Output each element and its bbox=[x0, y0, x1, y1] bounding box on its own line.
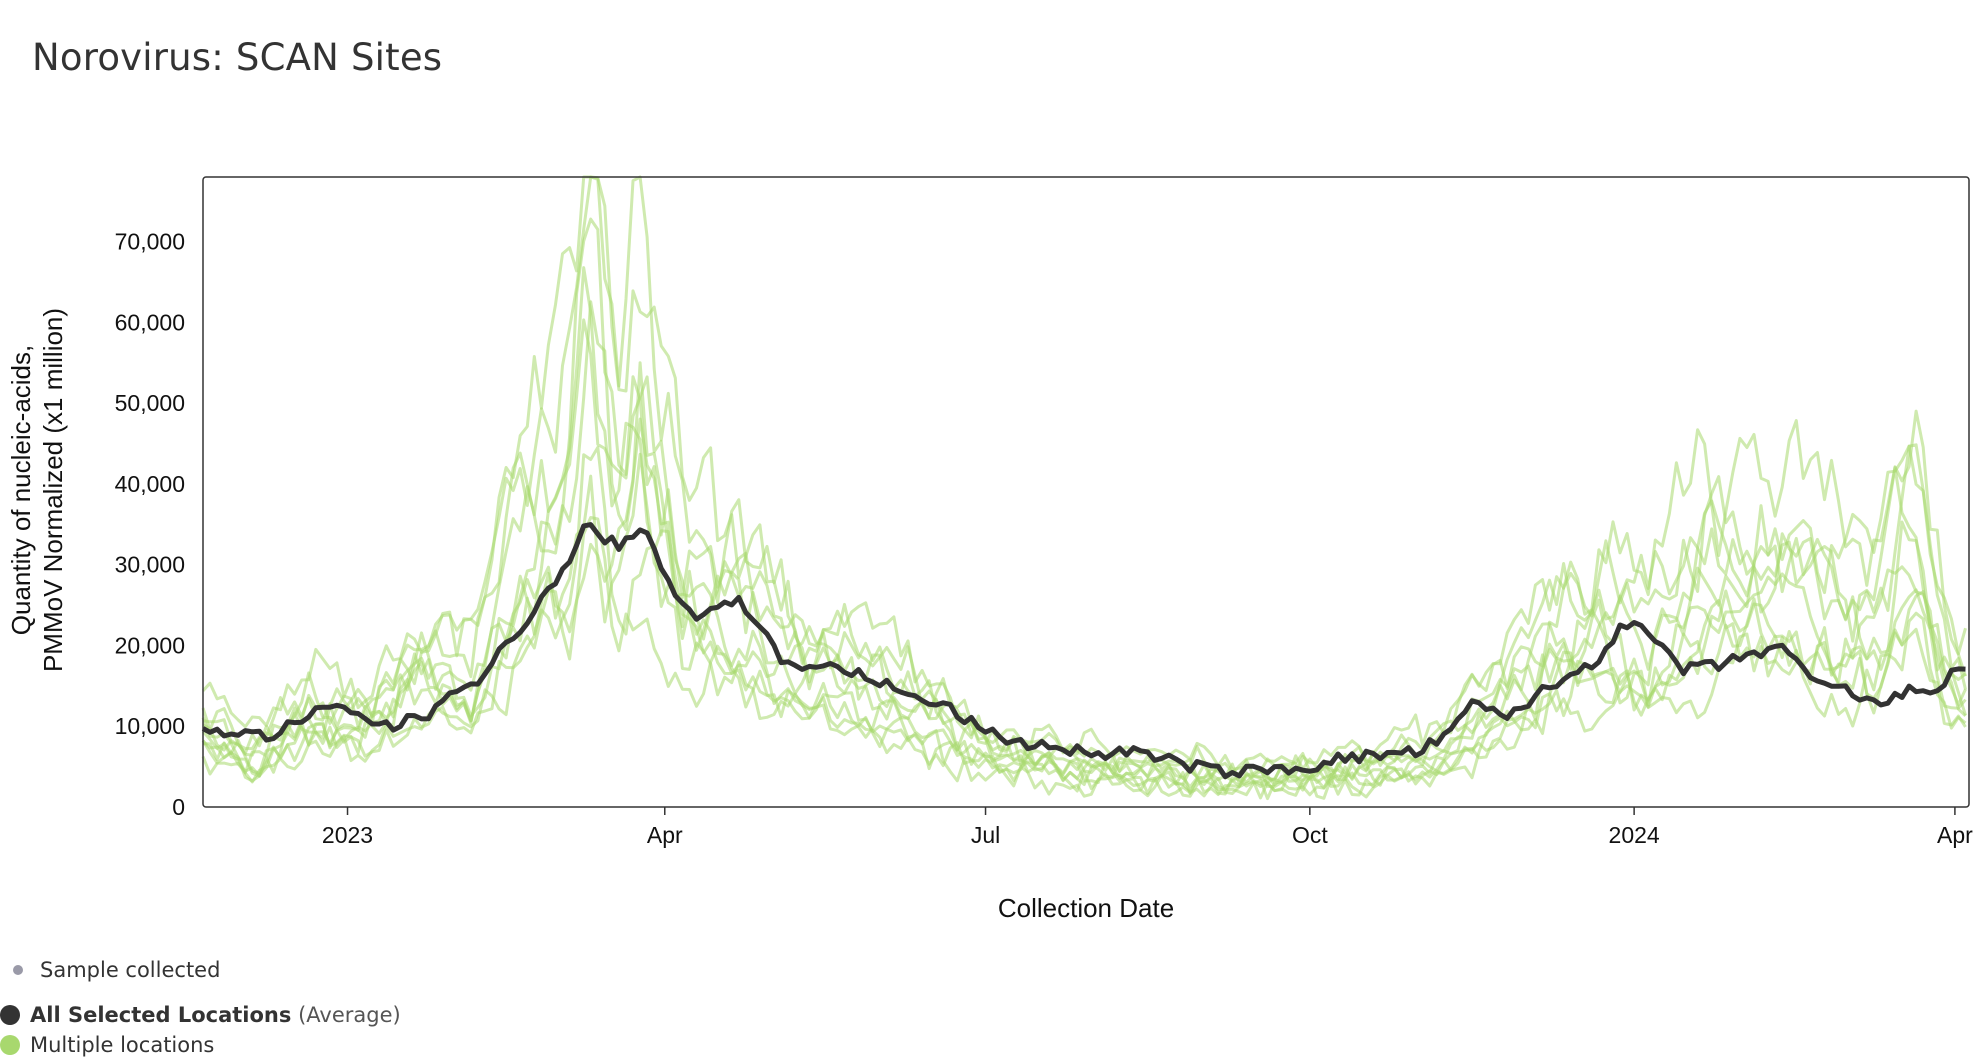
page-title: Norovirus: SCAN Sites bbox=[32, 36, 443, 79]
legend-item-average: All Selected Locations (Average) bbox=[0, 1003, 401, 1027]
average-line-group bbox=[201, 522, 1966, 780]
location-series-line bbox=[201, 175, 1967, 782]
location-series-line bbox=[201, 516, 1967, 800]
x-tick-label: Oct bbox=[1292, 822, 1328, 848]
legend-average-suffix: (Average) bbox=[298, 1003, 401, 1027]
sample-dot-icon bbox=[13, 965, 23, 975]
average-series-line bbox=[201, 522, 1966, 780]
x-axis-title: Collection Date bbox=[998, 893, 1174, 923]
y-tick-label: 60,000 bbox=[115, 309, 185, 335]
chart: 2023 Apr Jul Oct 2024 Apr 0 10,000 20,000 30,000… bbox=[6, 175, 1973, 923]
y-tick-label: 20,000 bbox=[115, 632, 185, 658]
y-tick-label: 40,000 bbox=[115, 471, 185, 497]
plot-frame bbox=[202, 176, 1970, 808]
average-dot-icon bbox=[0, 1005, 20, 1025]
y-tick-label: 0 bbox=[172, 794, 185, 820]
y-axis-title-line-1: Quantity of nucleic-acids, bbox=[6, 345, 36, 635]
x-tick-label: Jul bbox=[971, 822, 1000, 848]
legend-item-multiple: Multiple locations bbox=[0, 1033, 214, 1057]
y-axis-title-line-2: PMMoV Normalized (x1 million) bbox=[38, 308, 68, 672]
x-tick-label: Apr bbox=[647, 822, 683, 848]
y-tick-label: 70,000 bbox=[115, 229, 185, 255]
location-series-line bbox=[201, 452, 1967, 800]
legend-average-label: All Selected Locations bbox=[30, 1003, 292, 1027]
location-series-line bbox=[201, 445, 1967, 801]
y-axis: 0 10,000 20,000 30,000 40,000 50,000 60,000 70,… bbox=[115, 229, 185, 820]
multiple-locations-lines bbox=[201, 175, 1967, 801]
y-axis-title: Quantity of nucleic-acids, PMMoV Normali… bbox=[6, 308, 68, 672]
y-tick-label: 50,000 bbox=[115, 390, 185, 416]
legend-item-sample: Sample collected bbox=[0, 958, 220, 982]
y-tick-label: 30,000 bbox=[115, 552, 185, 578]
location-series-line bbox=[201, 217, 1967, 780]
y-tick-label: 10,000 bbox=[115, 713, 185, 739]
x-axis: 2023 Apr Jul Oct 2024 Apr bbox=[322, 807, 1973, 848]
x-tick-label: 2023 bbox=[322, 822, 373, 848]
x-tick-label: 2024 bbox=[1609, 822, 1660, 848]
x-tick-label: Apr bbox=[1937, 822, 1973, 848]
legend-sample-label: Sample collected bbox=[40, 958, 221, 982]
legend-multiple-label: Multiple locations bbox=[30, 1033, 215, 1057]
multiple-dot-icon bbox=[0, 1035, 20, 1055]
